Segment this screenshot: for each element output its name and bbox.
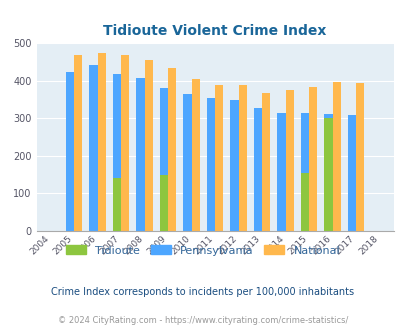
Bar — [230, 100, 238, 231]
Bar — [160, 88, 168, 231]
Bar — [300, 174, 309, 231]
Bar — [309, 86, 317, 231]
Bar — [168, 69, 176, 231]
Legend: Tidioute, Pennsylvania, National: Tidioute, Pennsylvania, National — [62, 241, 343, 260]
Bar — [215, 85, 223, 231]
Bar — [191, 79, 199, 231]
Bar — [238, 85, 246, 231]
Bar — [113, 74, 121, 231]
Bar — [254, 108, 262, 231]
Bar — [160, 175, 168, 231]
Bar — [262, 92, 270, 231]
Bar — [285, 89, 293, 231]
Bar — [98, 53, 106, 231]
Bar — [144, 60, 153, 231]
Text: © 2024 CityRating.com - https://www.cityrating.com/crime-statistics/: © 2024 CityRating.com - https://www.city… — [58, 316, 347, 325]
Title: Tidioute Violent Crime Index: Tidioute Violent Crime Index — [103, 23, 326, 38]
Bar — [66, 72, 74, 231]
Bar — [121, 55, 129, 231]
Bar — [207, 98, 215, 231]
Bar — [183, 94, 191, 231]
Bar — [136, 78, 144, 231]
Bar — [324, 114, 332, 231]
Bar — [74, 54, 82, 231]
Bar — [324, 118, 332, 231]
Bar — [347, 115, 355, 231]
Text: Crime Index corresponds to incidents per 100,000 inhabitants: Crime Index corresponds to incidents per… — [51, 287, 354, 297]
Bar — [89, 65, 98, 231]
Bar — [300, 113, 309, 231]
Bar — [113, 178, 121, 231]
Bar — [332, 82, 340, 231]
Bar — [355, 83, 364, 231]
Bar — [277, 113, 285, 231]
